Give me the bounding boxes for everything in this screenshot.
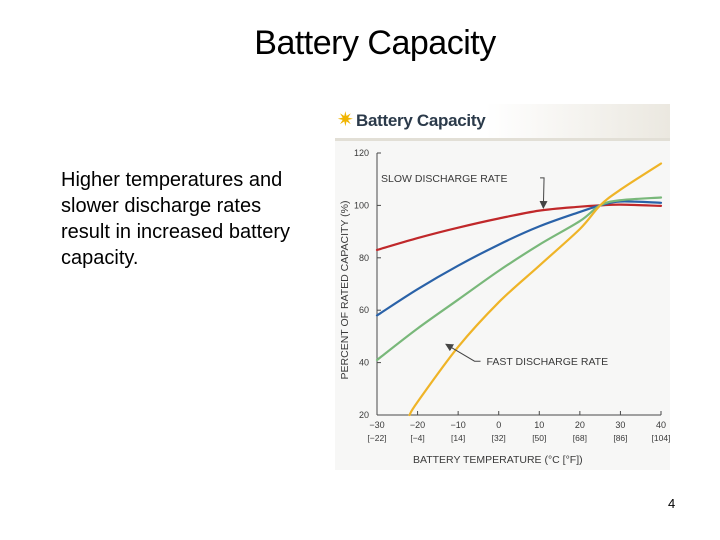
x-tick-sublabel: [86] bbox=[613, 433, 627, 443]
x-tick-sublabel: [14] bbox=[451, 433, 465, 443]
y-tick-label: 120 bbox=[354, 148, 369, 158]
starburst-icon: ✷ bbox=[337, 109, 354, 131]
battery-capacity-figure: ✷ Battery Capacity 20 40 60 80 100 120 −30 [−22… bbox=[335, 104, 670, 474]
y-tick-label: 60 bbox=[359, 305, 369, 315]
slide-title: Battery Capacity bbox=[254, 24, 496, 62]
x-axis-label: BATTERY TEMPERATURE (°C [°F]) bbox=[413, 454, 583, 466]
figure-divider bbox=[335, 138, 670, 141]
x-tick-label: −20 bbox=[410, 420, 425, 430]
y-axis-label: PERCENT OF RATED CAPACITY (%) bbox=[339, 201, 351, 380]
figure-header bbox=[335, 104, 670, 138]
x-tick-label: 40 bbox=[656, 420, 666, 430]
y-tick-label: 20 bbox=[359, 410, 369, 420]
y-tick-label: 80 bbox=[359, 253, 369, 263]
figure-title: Battery Capacity bbox=[356, 111, 486, 130]
x-tick-sublabel: [68] bbox=[573, 433, 587, 443]
x-tick-label: 0 bbox=[496, 420, 501, 430]
x-tick-label: 30 bbox=[615, 420, 625, 430]
series-line-green bbox=[375, 196, 663, 362]
slow-discharge-annotation: SLOW DISCHARGE RATE bbox=[381, 173, 507, 185]
series-line-yellow bbox=[408, 162, 663, 417]
x-tick-sublabel: [104] bbox=[652, 433, 670, 443]
slide-body-text: Higher temperatures and slower discharge… bbox=[61, 169, 291, 269]
x-tick-label: 10 bbox=[534, 420, 544, 430]
y-tick-label: 40 bbox=[359, 358, 369, 368]
series-line-red bbox=[375, 203, 663, 251]
x-tick-label: −30 bbox=[369, 420, 384, 430]
x-tick-label: −10 bbox=[451, 420, 466, 430]
slow-discharge-arrow bbox=[539, 177, 548, 210]
x-tick-sublabel: [−22] bbox=[367, 433, 386, 443]
fast-discharge-annotation: FAST DISCHARGE RATE bbox=[487, 356, 609, 368]
fast-discharge-arrow bbox=[445, 343, 481, 362]
y-tick-label: 100 bbox=[354, 200, 369, 210]
x-tick-sublabel: [−4] bbox=[410, 433, 424, 443]
x-tick-sublabel: [50] bbox=[532, 433, 546, 443]
page-number: 4 bbox=[668, 496, 676, 511]
x-tick-sublabel: [32] bbox=[492, 433, 506, 443]
figure-background bbox=[335, 104, 670, 470]
x-tick-label: 20 bbox=[575, 420, 585, 430]
battery-capacity-chart: 20 40 60 80 100 120 −30 [−22] −20 [−4] −10 [14] 0 [32… bbox=[339, 148, 670, 466]
